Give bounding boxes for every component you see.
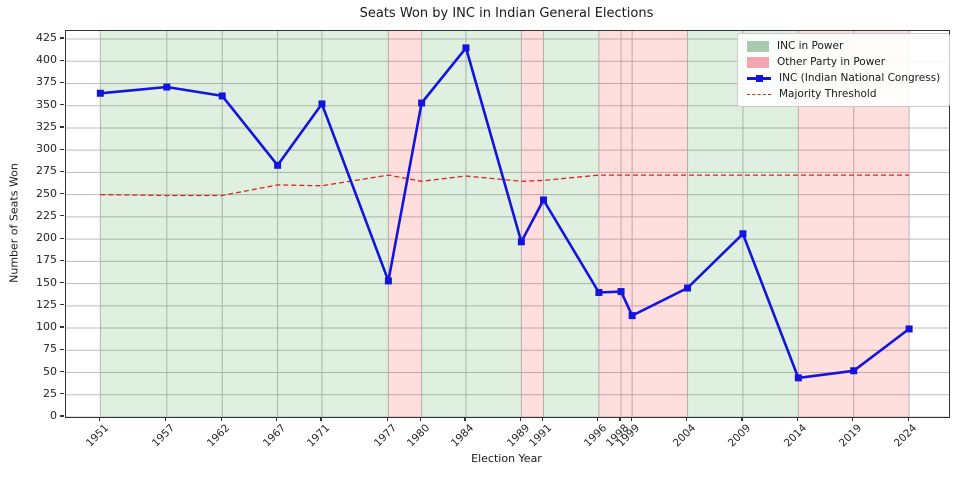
y-tick-label: 350: [36, 97, 57, 111]
x-tick-label: 1971: [305, 422, 333, 450]
y-tick-label: 100: [36, 320, 57, 334]
x-tick-label: 1967: [260, 422, 289, 450]
y-tick-label: 50: [43, 364, 57, 378]
x-tick-label: 2014: [781, 422, 809, 450]
legend-item-inc-in-power: INC in Power: [747, 40, 940, 52]
x-tick-label: 2009: [726, 422, 754, 450]
y-tick-mark: [59, 304, 64, 306]
y-tick-mark: [59, 348, 64, 350]
y-tick-mark: [59, 393, 64, 395]
x-tick-label: 1984: [449, 422, 477, 450]
y-tick-label: 325: [36, 119, 57, 133]
y-tick-label: 175: [36, 253, 57, 267]
y-tick-label: 400: [36, 53, 57, 67]
y-tick-mark: [59, 370, 64, 373]
y-tick-mark: [59, 237, 64, 239]
x-tick-label: 2004: [670, 422, 699, 450]
legend-item-inc-line: INC (Indian National Congress): [747, 72, 940, 84]
x-tick-label: 2019: [836, 422, 865, 450]
y-tick-mark: [59, 104, 64, 106]
y-tick-label: 375: [36, 75, 57, 89]
y-tick-mark: [59, 215, 64, 217]
red-dashed-line-icon: [747, 93, 771, 95]
y-tick-label: 300: [36, 142, 57, 156]
blue-line-square-marker-icon: [747, 73, 771, 84]
y-tick-mark: [59, 37, 64, 39]
y-tick-mark: [59, 59, 64, 61]
x-tick-label: 1957: [149, 422, 178, 450]
legend-label: Other Party in Power: [777, 56, 886, 68]
x-tick-label: 1998: [604, 422, 632, 450]
y-tick-label: 75: [43, 342, 57, 356]
x-tick-label: 1989: [504, 422, 532, 450]
y-tick-mark: [59, 193, 64, 195]
x-tick-label: 1977: [371, 422, 399, 450]
y-tick-label: 425: [36, 31, 57, 44]
y-tick-label: 150: [36, 275, 57, 289]
legend-label: INC (Indian National Congress): [779, 72, 941, 84]
legend-label: Majority Threshold: [779, 88, 877, 100]
y-tick-label: 250: [36, 186, 57, 200]
x-tick-label: 1991: [526, 422, 554, 450]
y-tick-mark: [59, 126, 64, 128]
legend-item-other-party-in-power: Other Party in Power: [747, 56, 940, 68]
x-tick-label: 1996: [581, 422, 610, 450]
y-tick-mark: [59, 326, 64, 328]
x-tick-label: 1951: [83, 422, 111, 450]
y-axis-label: Number of Seats Won: [7, 163, 21, 283]
y-tick-label: 25: [43, 386, 57, 400]
pink-patch-icon: [747, 56, 769, 68]
y-tick-mark: [59, 259, 64, 261]
y-tick-label: 225: [36, 208, 57, 222]
y-tick-mark: [59, 170, 64, 172]
legend: INC in Power Other Party in Power INC (I…: [737, 33, 951, 107]
legend-label: INC in Power: [777, 40, 844, 52]
legend-item-majority-threshold: Majority Threshold: [747, 88, 940, 100]
y-tick-label: 275: [36, 164, 57, 178]
y-tick-mark: [59, 415, 64, 417]
x-tick-label: 2024: [892, 422, 920, 450]
x-axis-label: Election Year: [471, 452, 542, 465]
x-tick-label: 1962: [205, 422, 233, 450]
y-tick-label: 200: [36, 231, 57, 245]
chart-title: Seats Won by INC in Indian General Elect…: [359, 6, 654, 21]
y-tick-label: 125: [36, 297, 57, 311]
green-patch-icon: [747, 40, 769, 52]
y-tick-mark: [59, 281, 64, 284]
y-tick-mark: [59, 81, 64, 84]
x-tick-label: 1999: [615, 422, 643, 450]
x-tick-label: 1980: [404, 422, 433, 450]
y-tick-mark: [59, 148, 64, 150]
y-tick-label: 0: [50, 409, 57, 422]
